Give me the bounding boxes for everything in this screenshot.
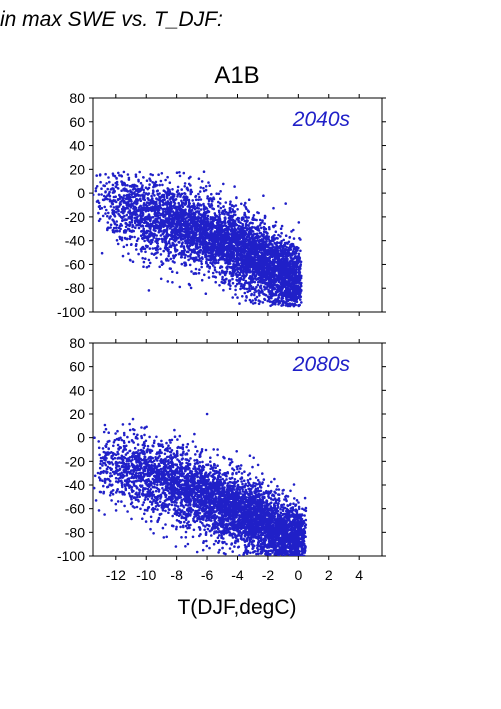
x-tick-label: 0 (294, 567, 302, 583)
y-tick-label: -60 (65, 256, 85, 272)
y-tick-label: -40 (65, 477, 85, 493)
panel-period-label: 2040s (292, 108, 351, 131)
x-tick-label: -12 (106, 567, 126, 583)
y-tick-label: 0 (77, 185, 85, 201)
chart-title: A1B (214, 62, 259, 89)
figure-heading: in max SWE vs. T_DJF: (0, 8, 223, 31)
y-tick-label: 20 (69, 161, 85, 177)
x-tick-label: -6 (201, 567, 214, 583)
x-tick-label: -8 (170, 567, 183, 583)
y-tick-label: -20 (65, 209, 85, 225)
y-tick-label: 60 (69, 114, 85, 130)
y-tick-label: 80 (69, 90, 85, 106)
y-tick-label: 60 (69, 359, 85, 375)
x-tick-label: 4 (355, 567, 363, 583)
y-tick-label: -80 (65, 524, 85, 540)
scatter-point-cloud (93, 412, 308, 556)
x-tick-label: -10 (136, 567, 156, 583)
x-axis-label: T(DJF,degC) (177, 596, 296, 619)
y-tick-label: -100 (57, 548, 85, 564)
panel-period-label: 2080s (292, 353, 351, 376)
scatter-point-cloud (93, 170, 303, 308)
y-tick-label: 20 (69, 406, 85, 422)
y-tick-label: -60 (65, 501, 85, 517)
scatter-points (93, 412, 308, 556)
y-tick-label: -80 (65, 280, 85, 296)
x-tick-label: -2 (262, 567, 275, 583)
y-tick-label: 80 (69, 335, 85, 351)
y-tick-label: 40 (69, 382, 85, 398)
scatter-panels: -100-80-60-40-200204060802040s-100-80-60… (57, 90, 386, 583)
x-tick-label: 2 (325, 567, 333, 583)
y-tick-label: -20 (65, 453, 85, 469)
y-tick-label: 0 (77, 430, 85, 446)
y-tick-label: -100 (57, 304, 85, 320)
y-tick-label: 40 (69, 138, 85, 154)
y-tick-label: -40 (65, 233, 85, 249)
scatter-points (93, 170, 303, 308)
x-tick-label: -4 (231, 567, 244, 583)
scatter-panel-2040s: -100 -80 -60 -40 -20 0 20 40 60 80 2040s (57, 90, 386, 320)
